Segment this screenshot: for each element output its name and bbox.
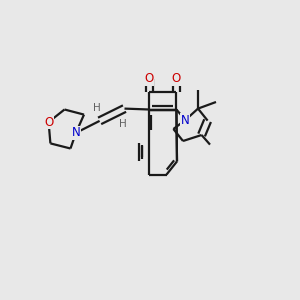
Text: H: H	[119, 118, 127, 129]
Text: O: O	[172, 72, 181, 85]
Text: H: H	[93, 103, 101, 113]
Text: O: O	[145, 72, 154, 85]
Text: N: N	[71, 126, 80, 140]
Text: O: O	[44, 116, 53, 129]
Text: N: N	[181, 113, 190, 127]
